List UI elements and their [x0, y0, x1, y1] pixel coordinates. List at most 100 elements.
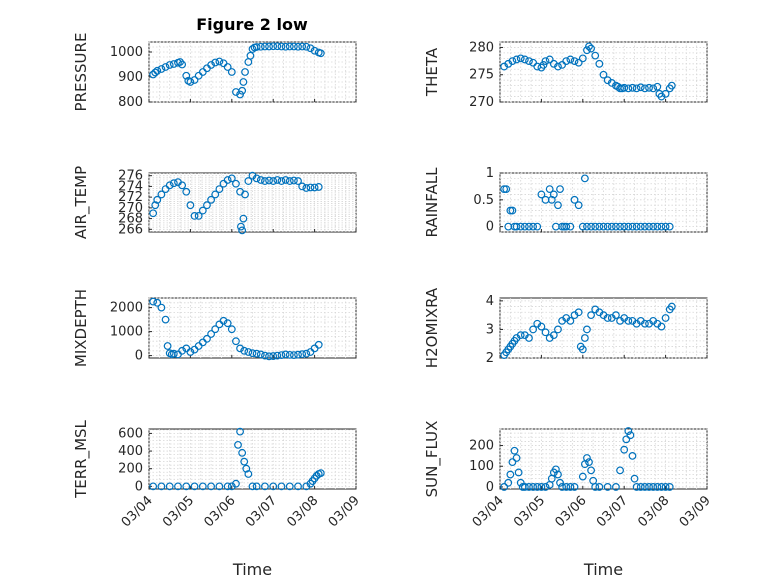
y-axis-label: AIR_TEMP: [72, 166, 91, 239]
data-point: [302, 184, 311, 192]
y-tick-label: 1000: [110, 45, 143, 60]
data-point: [566, 483, 575, 491]
data-point: [234, 440, 242, 449]
data-point: [161, 315, 170, 324]
data-point: [616, 466, 624, 475]
data-point: [520, 483, 529, 491]
data-point: [290, 42, 298, 51]
data-point: [223, 319, 232, 328]
x-tick-label: 03/07: [594, 493, 631, 530]
data-point: [302, 349, 311, 358]
x-tick-label: 03/05: [511, 493, 548, 530]
data-point: [223, 482, 232, 491]
data-point: [516, 222, 525, 231]
data-point: [157, 65, 166, 73]
data-point: [244, 348, 253, 356]
data-point: [277, 42, 286, 51]
data-point: [653, 483, 662, 491]
data-point: [165, 482, 174, 491]
data-point: [657, 322, 666, 331]
data-point: [252, 174, 261, 183]
plot-area: [499, 428, 708, 490]
data-point: [277, 177, 286, 185]
series-points: [149, 42, 325, 99]
data-point: [236, 90, 244, 99]
subplot-theta: 270 275 280 THETA: [423, 40, 708, 110]
y-tick-label: 3: [486, 322, 494, 337]
data-point: [566, 222, 575, 231]
data-point: [599, 222, 608, 231]
data-point: [244, 177, 253, 185]
subplot-sun-flux: 0 100 200 03/04 03/05 03/06 03/07 03/08 03/09 SUN…: [423, 421, 714, 579]
data-point: [215, 57, 224, 66]
data-point: [252, 482, 261, 491]
data-point: [211, 190, 220, 199]
data-point: [502, 185, 511, 193]
data-point: [294, 42, 302, 51]
y-tick-label: 1: [486, 166, 494, 181]
data-point: [570, 483, 579, 491]
data-point: [207, 61, 216, 69]
data-point: [294, 350, 302, 359]
x-tick-label: 03/06: [553, 493, 590, 530]
data-point: [256, 350, 265, 359]
data-point: [562, 57, 571, 65]
data-point: [632, 483, 641, 491]
data-point: [169, 349, 178, 358]
data-point: [316, 49, 325, 58]
data-point: [632, 84, 641, 93]
data-point: [165, 181, 174, 190]
data-point: [595, 59, 604, 68]
y-axis-label: PRESSURE: [72, 33, 90, 112]
series-points: [500, 302, 676, 360]
data-point: [570, 195, 579, 204]
data-point: [545, 185, 554, 193]
y-axis-label: RAINFALL: [423, 167, 441, 238]
data-point: [219, 316, 228, 325]
data-point: [520, 222, 529, 231]
data-point: [657, 222, 666, 231]
data-point: [178, 60, 187, 69]
data-point: [238, 226, 247, 235]
data-point: [537, 322, 546, 331]
data-point: [539, 61, 548, 69]
data-point: [636, 483, 645, 491]
data-point: [514, 468, 523, 477]
x-axis-label: Time: [583, 560, 623, 579]
data-point: [578, 222, 587, 231]
data-point: [624, 427, 633, 435]
data-point: [525, 222, 533, 231]
data-point: [657, 483, 666, 491]
data-point: [525, 334, 533, 342]
data-point: [585, 42, 593, 51]
data-point: [661, 222, 670, 231]
data-point: [533, 483, 542, 491]
data-point: [215, 185, 224, 193]
data-point: [591, 222, 600, 231]
data-point: [595, 483, 604, 491]
data-point: [153, 195, 162, 204]
data-point: [603, 483, 612, 491]
data-point: [252, 349, 261, 358]
data-point: [570, 57, 579, 65]
data-point: [211, 325, 220, 334]
data-point: [240, 457, 249, 466]
data-point: [248, 45, 257, 53]
plot-area: [499, 297, 708, 359]
data-point: [227, 325, 236, 334]
y-axis-label: TERR_MSL: [72, 419, 91, 498]
series-points: [149, 427, 325, 491]
data-point: [578, 54, 587, 63]
data-point: [574, 308, 583, 317]
data-point: [261, 42, 269, 51]
data-point: [624, 222, 633, 231]
data-point: [649, 84, 658, 93]
data-point: [591, 51, 600, 60]
data-point: [239, 214, 248, 223]
data-point: [165, 61, 174, 69]
data-point: [310, 183, 319, 192]
data-point: [556, 185, 564, 193]
x-tick-label: 03/04: [119, 493, 156, 530]
grid: [499, 428, 708, 489]
